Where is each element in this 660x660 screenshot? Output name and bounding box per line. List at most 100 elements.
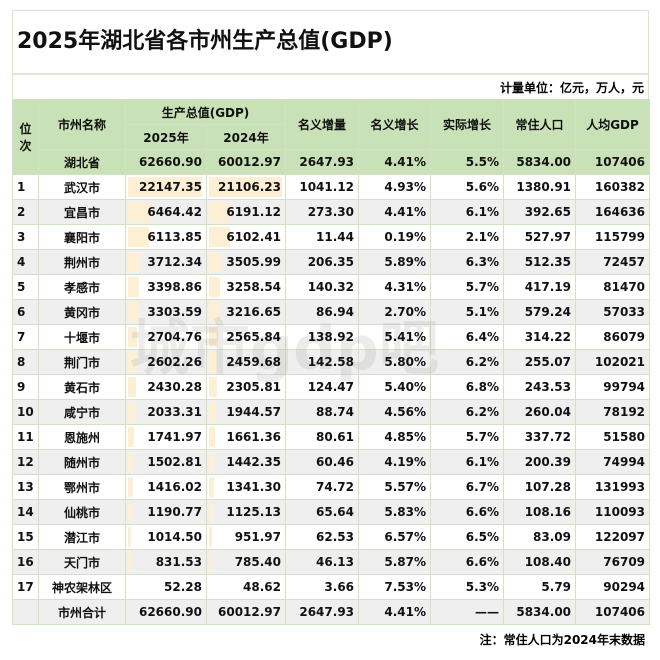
gdp-2025-value: 2430.28 (147, 380, 202, 394)
name: 荆州市 (38, 249, 126, 275)
name-value: 武汉市 (63, 180, 100, 195)
real-growth: 5.1% (430, 299, 505, 325)
real-growth-value: 6.7% (465, 480, 500, 494)
footnote: 注：常住人口为2024年末数据 (479, 633, 645, 647)
increment-value: 11.44 (316, 230, 355, 244)
increment: 2647.93 (285, 599, 360, 625)
gdp-bar (128, 477, 133, 497)
real-growth-value: 6.5% (465, 530, 500, 544)
population: 1380.91 (503, 174, 577, 200)
population-value: 512.35 (524, 255, 572, 269)
gdp-bar (209, 402, 216, 422)
rank-value: 14 (17, 505, 34, 519)
gdp-2025-value: 22147.35 (138, 180, 202, 194)
name: 宜昌市 (38, 199, 126, 225)
per-capita-value: 160382 (594, 180, 646, 194)
nominal-growth-value: 7.53% (384, 580, 427, 594)
increment: 74.72 (285, 474, 360, 500)
nominal-growth-value: 4.31% (384, 280, 427, 294)
nominal-growth-value: 5.89% (384, 255, 427, 269)
gdp-bar (128, 277, 140, 297)
increment-value: 206.35 (307, 255, 355, 269)
increment-value: 46.13 (316, 555, 355, 569)
name-value: 十堰市 (63, 330, 100, 345)
name: 黄石市 (38, 374, 126, 400)
gdp-2024: 60012.97 (205, 149, 287, 175)
gdp-2025: 22147.35 (125, 174, 207, 200)
gdp-2024-value: 21106.23 (218, 180, 282, 194)
gdp-bar (209, 427, 215, 447)
rank: 17 (12, 574, 39, 600)
nominal-growth-value: 5.87% (384, 555, 427, 569)
name: 鄂州市 (38, 474, 126, 500)
population: 527.97 (503, 224, 577, 250)
real-growth: 6.2% (430, 349, 505, 375)
table-row: 10 咸宁市 2033.31 1944.57 88.74 4.56% 6.2% 260.04 7… (12, 399, 651, 425)
rank-value: 3 (17, 230, 26, 244)
increment: 124.47 (285, 374, 360, 400)
increment-value: 62.53 (316, 530, 355, 544)
gdp-bar (209, 452, 214, 472)
gdp-2024-value: 2565.84 (226, 330, 282, 344)
gdp-2025-value: 6113.85 (147, 230, 202, 244)
per-capita-value: 115799 (594, 230, 646, 244)
name: 咸宁市 (38, 399, 126, 425)
increment-value: 86.94 (316, 305, 355, 319)
nominal-growth: 5.41% (358, 324, 432, 350)
gdp-2025-value: 3303.59 (147, 305, 202, 319)
rank-value: 13 (17, 480, 34, 494)
gdp-bar (209, 302, 221, 322)
gdp-2024-value: 1944.57 (226, 405, 282, 419)
nominal-growth-value: 2.70% (384, 305, 427, 319)
per-capita: 72457 (575, 249, 651, 275)
gdp-2024: 1944.57 (205, 399, 287, 425)
per-capita-value: 110093 (594, 505, 646, 519)
population: 107.28 (503, 474, 577, 500)
per-capita-value: 78192 (603, 405, 646, 419)
gdp-2025: 2704.76 (125, 324, 207, 350)
gdp-bar (128, 452, 134, 472)
name-value: 鄂州市 (63, 480, 100, 495)
increment-value: 74.72 (316, 480, 355, 494)
rank-value: 16 (17, 555, 34, 569)
gdp-2025-value: 6464.42 (147, 205, 202, 219)
increment-value: 273.30 (307, 205, 355, 219)
real-growth: 6.6% (430, 549, 505, 575)
name-value: 咸宁市 (63, 405, 100, 420)
nominal-growth: 4.41% (358, 149, 432, 175)
population: 314.22 (503, 324, 577, 350)
gdp-2024: 60012.97 (205, 599, 287, 625)
real-growth-value: 6.6% (465, 555, 500, 569)
per-capita: 160382 (575, 174, 651, 200)
rank: 2 (12, 199, 39, 225)
real-growth-value: 6.1% (465, 205, 500, 219)
increment-value: 142.58 (307, 355, 355, 369)
gdp-2025: 62660.90 (125, 599, 207, 625)
nominal-growth: 5.40% (358, 374, 432, 400)
rank-value: 2 (17, 205, 26, 219)
population: 392.65 (503, 199, 577, 225)
name: 仙桃市 (38, 499, 126, 525)
rank-value: 4 (17, 255, 26, 269)
per-capita-value: 51580 (603, 430, 646, 444)
real-growth-value: 5.7% (465, 280, 500, 294)
gdp-2024-value: 60012.97 (218, 155, 282, 169)
nominal-growth: 2.70% (358, 299, 432, 325)
gdp-2025: 2033.31 (125, 399, 207, 425)
real-growth: 5.6% (430, 174, 505, 200)
gdp-report: 2025年湖北省各市州生产总值(GDP) 计量单位：亿元，万人，元 位次 市州名… (12, 10, 651, 648)
increment: 88.74 (285, 399, 360, 425)
increment-value: 60.46 (316, 455, 355, 469)
increment-value: 2647.93 (299, 155, 355, 169)
rank: 15 (12, 524, 39, 550)
increment-value: 88.74 (316, 405, 355, 419)
gdp-2024-value: 1442.35 (226, 455, 282, 469)
rank: 10 (12, 399, 39, 425)
rank: 16 (12, 549, 39, 575)
per-capita-value: 122097 (594, 530, 646, 544)
population-value: 108.16 (524, 505, 572, 519)
total-row: 市州合计 62660.90 60012.97 2647.93 4.41% —— 5834.0… (12, 599, 651, 625)
name-value: 仙桃市 (63, 505, 100, 520)
population: 243.53 (503, 374, 577, 400)
nominal-growth-value: 4.41% (384, 605, 427, 619)
